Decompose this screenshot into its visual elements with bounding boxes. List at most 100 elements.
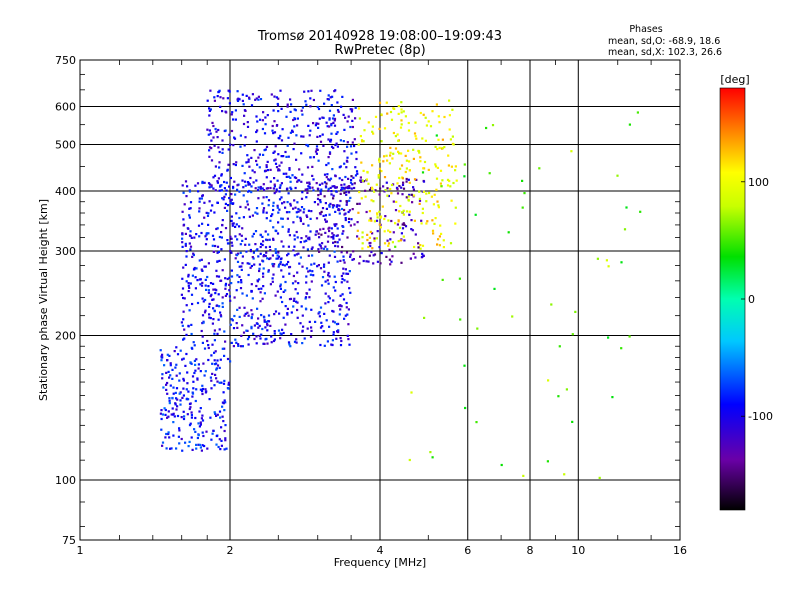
data-point-O-trace-F-upper — [222, 97, 225, 100]
data-point-O-trace-F-upper — [322, 144, 325, 147]
data-point-O-trace-F-upper — [321, 116, 324, 119]
data-point-O-trace-F-upper — [285, 115, 288, 118]
data-point-X-trace-F — [437, 138, 440, 141]
data-point-X-trace-F — [365, 178, 368, 181]
data-point-O-trace-F-main — [302, 325, 305, 328]
data-point-O-trace-F-main — [335, 186, 338, 189]
data-point-O-trace-F-main — [299, 209, 302, 212]
data-point-O-trace-F-main — [296, 201, 299, 204]
data-point-O-trace-F-main — [262, 183, 265, 186]
data-point-O-trace-F-main — [236, 308, 239, 311]
data-point-O-trace-F-main — [296, 316, 299, 319]
data-point-O-trace-F-main — [272, 238, 275, 241]
data-point-O-trace-lower — [179, 391, 182, 394]
data-point-O-trace-F-upper — [215, 130, 218, 133]
data-point-O-trace-F-upper — [286, 187, 289, 190]
data-point-O-trace-F-upper — [228, 102, 231, 105]
data-point-O-trace-F-main — [305, 235, 308, 238]
data-point-O-trace-F-main — [254, 243, 257, 246]
data-point-O-trace-F-main — [333, 275, 336, 278]
data-point-O-trace-lower — [188, 440, 191, 443]
data-point-O-trace-F-upper — [250, 185, 253, 188]
data-point-X-trace-F — [398, 152, 401, 155]
data-point-O-trace-F-upper — [300, 135, 303, 138]
data-point-O-trace-lower — [194, 369, 197, 372]
data-point-O-trace-F-main — [301, 314, 304, 317]
data-point-O-trace-F-main — [198, 200, 201, 203]
data-point-O-trace-F-main — [193, 344, 196, 347]
data-point-O-trace-F-main — [224, 193, 227, 196]
data-point-O-trace-F-main — [223, 187, 226, 190]
data-point-O-trace-F-curve — [332, 197, 335, 200]
data-point-O-trace-F-curve — [343, 191, 346, 195]
data-point-O-trace-F-upper — [326, 173, 329, 176]
data-point-O-trace-lower — [189, 406, 192, 409]
data-point-X-trace-F — [386, 112, 389, 115]
data-point-O-trace-F-upper — [220, 189, 223, 192]
data-point-O-trace-F-curve — [321, 207, 325, 210]
data-point-O-trace-lower — [160, 359, 163, 362]
data-point-O-trace-F-main — [182, 266, 185, 269]
data-point-O-trace-F-main — [305, 214, 308, 217]
data-point-O-trace-F-main — [305, 292, 308, 295]
data-point-O-trace-F-main — [301, 329, 304, 332]
data-point-O-trace-lower — [208, 398, 211, 401]
data-point-O-trace-F-main — [207, 223, 210, 226]
data-point-X-trace-F — [447, 164, 450, 167]
data-point-sparse-high-freq — [547, 379, 550, 382]
data-point-O-trace-F-main — [239, 205, 242, 208]
data-point-O-trace-F-main — [319, 245, 322, 248]
data-point-sparse-high-freq — [474, 213, 477, 216]
data-point-O-trace-F-upper — [319, 190, 322, 193]
data-point-O-trace-F-upper — [347, 177, 350, 180]
data-point-X-trace-F — [389, 187, 392, 191]
data-point-sparse-high-freq — [435, 134, 438, 137]
data-point-O-trace-F-upper — [272, 132, 275, 135]
data-point-O-trace-F-upper — [255, 97, 258, 100]
data-point-O-trace-F-main — [282, 331, 285, 335]
data-point-O-trace-F-main — [210, 293, 213, 296]
y-tick-label: 300 — [55, 245, 76, 258]
data-point-O-trace-F-main — [345, 301, 348, 305]
data-point-X-trace-F — [387, 242, 391, 245]
data-point-O-trace-F-curve — [318, 250, 321, 253]
data-point-O-trace-F-main — [230, 198, 233, 201]
data-point-O-trace-F-main — [196, 182, 200, 185]
data-point-O-trace-lower — [215, 368, 218, 371]
data-point-X-trace-F — [398, 210, 401, 213]
data-point-sparse-high-freq — [491, 124, 495, 127]
data-point-O-trace-F-upper — [317, 107, 321, 111]
data-point-O-trace-F-main — [218, 305, 221, 308]
data-point-O-trace-F-curve — [334, 175, 337, 178]
data-point-O-trace-lower — [216, 413, 219, 416]
data-point-O-trace-F-main — [219, 311, 222, 314]
data-point-O-trace-F-upper — [275, 166, 279, 169]
data-point-O-trace-F-main — [308, 320, 311, 323]
data-point-O-trace-F-main — [281, 263, 284, 266]
data-point-X-trace-F — [390, 192, 393, 195]
data-point-O-trace-lower — [210, 379, 213, 382]
x-tick-label: 6 — [464, 544, 471, 557]
data-point-O-trace-lower — [218, 410, 222, 413]
data-point-X-trace-F — [425, 200, 428, 203]
data-point-O-trace-F-main — [189, 282, 192, 285]
data-point-O-trace-F-main — [232, 345, 235, 348]
data-point-O-trace-F-main — [187, 284, 190, 287]
data-point-O-trace-F-main — [345, 306, 348, 309]
data-point-X-trace-F — [431, 110, 434, 113]
data-point-O-trace-F-upper — [332, 121, 335, 124]
data-point-X-trace-F — [422, 190, 425, 193]
data-point-O-trace-F-main — [275, 257, 278, 260]
data-point-O-trace-F-upper — [256, 163, 259, 166]
data-point-O-trace-F-main — [319, 306, 323, 309]
data-point-O-trace-F-main — [281, 217, 284, 220]
data-point-O-trace-F-main — [348, 343, 351, 346]
data-point-O-trace-F-main — [332, 310, 335, 313]
data-point-O-trace-F-main — [321, 242, 324, 245]
data-point-O-trace-F-main — [342, 230, 345, 233]
data-point-O-trace-F-curve — [408, 193, 411, 196]
data-point-O-trace-lower — [177, 435, 180, 438]
x-axis-label: Frequency [MHz] — [334, 556, 426, 569]
data-point-X-trace-F — [433, 222, 436, 225]
data-point-X-trace-F — [400, 108, 403, 111]
